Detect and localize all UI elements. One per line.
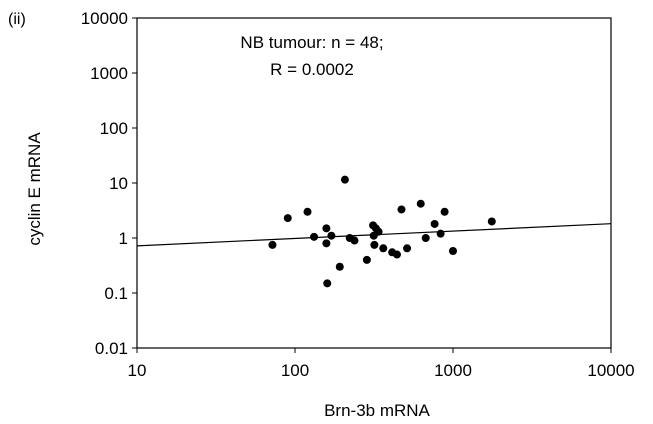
- data-point: [430, 219, 439, 228]
- annotation-line-2: R = 0.0002: [270, 60, 354, 79]
- data-point: [340, 175, 349, 184]
- data-point: [403, 244, 412, 253]
- data-point: [303, 207, 312, 216]
- data-point: [310, 232, 319, 241]
- data-point: [268, 240, 277, 249]
- y-tick-label: 10000: [81, 9, 128, 28]
- y-tick-label: 1000: [90, 64, 128, 83]
- x-tick-label: 100: [281, 361, 309, 380]
- plot-border: [136, 17, 612, 349]
- data-point: [449, 247, 457, 256]
- data-points-layer: [268, 175, 496, 288]
- data-point: [322, 224, 331, 233]
- y-axis-title: cyclin E mRNA: [25, 132, 44, 246]
- panel-label: (ii): [8, 11, 26, 28]
- data-point: [323, 279, 332, 288]
- data-point: [487, 217, 496, 226]
- data-point: [335, 262, 344, 271]
- y-tick-label: 10: [109, 174, 128, 193]
- data-point: [440, 207, 449, 216]
- data-point: [370, 240, 379, 249]
- annotation-line-1: NB tumour: n = 48;: [240, 33, 383, 52]
- x-tick-label: 10: [128, 361, 147, 380]
- y-tick-label: 1: [119, 229, 128, 248]
- data-point: [392, 250, 401, 259]
- x-tick-label: 10000: [587, 361, 634, 380]
- data-point: [322, 239, 331, 248]
- y-tick-label: 0.1: [104, 284, 128, 303]
- axis-ticks-layer: 10 100 1000 10000 0.01 0.1 1 10 100 1000 10000: [81, 9, 635, 380]
- plot-area: [136, 17, 612, 349]
- y-tick-label: 100: [100, 119, 128, 138]
- data-point: [416, 199, 425, 208]
- data-point: [436, 229, 445, 238]
- data-point: [379, 244, 388, 253]
- data-point: [397, 205, 406, 214]
- x-tick-label: 1000: [434, 361, 472, 380]
- data-point: [350, 236, 359, 245]
- data-point: [421, 234, 430, 242]
- data-point: [327, 231, 336, 240]
- data-point: [362, 255, 371, 264]
- data-point: [374, 227, 383, 236]
- data-point: [283, 214, 292, 223]
- y-tick-label: 0.01: [95, 339, 128, 358]
- x-axis-title: Brn-3b mRNA: [324, 401, 430, 420]
